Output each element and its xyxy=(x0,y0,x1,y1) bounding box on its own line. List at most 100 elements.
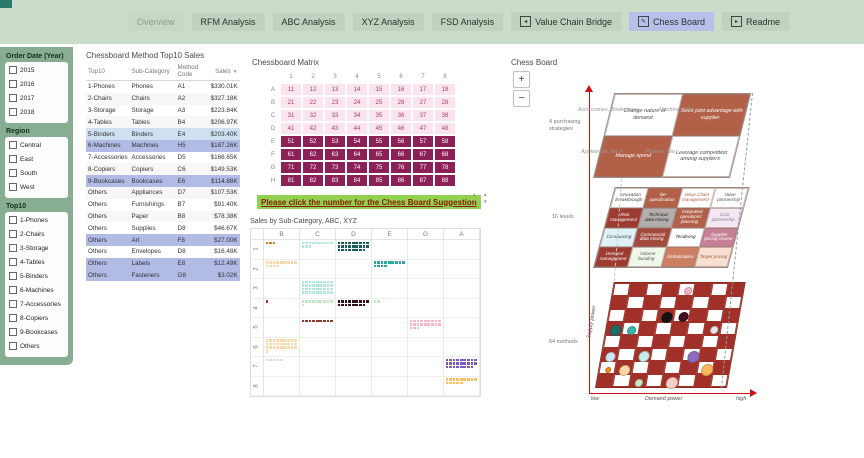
col-header-method-code[interactable]: Method Code xyxy=(175,62,202,81)
dot-cell-e-3[interactable] xyxy=(372,279,408,299)
dot-cell-c-6[interactable] xyxy=(300,337,336,357)
matrix-cell-63[interactable]: 63 xyxy=(324,148,346,161)
dot-cell-g-2[interactable] xyxy=(408,259,444,279)
dot-cell-e-2[interactable] xyxy=(372,259,408,279)
dot-cell-a-7[interactable] xyxy=(444,357,480,377)
table-row[interactable]: 6-Machines Machines H5 $187.26K xyxy=(86,139,240,152)
table-row[interactable]: 1-Phones Phones A1 $330.01K xyxy=(86,81,240,93)
matrix-cell-53[interactable]: 53 xyxy=(324,135,346,148)
matrix-cell-48[interactable]: 48 xyxy=(434,122,456,135)
tab-readme[interactable]: ▸ Readme xyxy=(722,12,790,31)
matrix-cell-85[interactable]: 85 xyxy=(368,174,390,187)
dot-cell-b-2[interactable] xyxy=(264,259,300,279)
spinner-down-icon[interactable]: ▼ xyxy=(472,198,477,204)
filter-checkbox-3-storage[interactable]: 3-Storage xyxy=(9,244,65,252)
matrix-cell-21[interactable]: 21 xyxy=(280,96,302,109)
dot-cell-a-8[interactable] xyxy=(444,376,480,396)
dot-cell-e-5[interactable] xyxy=(372,318,408,338)
matrix-cell-28[interactable]: 28 xyxy=(434,96,456,109)
spinner-up-icon[interactable]: ▲ xyxy=(483,192,488,197)
tab-overview[interactable]: Overview xyxy=(128,12,184,31)
tab-fsd-analysis[interactable]: FSD Analysis xyxy=(431,12,504,31)
dot-cell-g-7[interactable] xyxy=(408,357,444,377)
table-row[interactable]: Others Envelopes D8 $16.48K xyxy=(86,246,240,258)
matrix-cell-46[interactable]: 46 xyxy=(390,122,412,135)
matrix-cell-25[interactable]: 25 xyxy=(368,96,390,109)
matrix-cell-71[interactable]: 71 xyxy=(280,161,302,174)
dot-cell-a-3[interactable] xyxy=(444,279,480,299)
dot-cell-c-5[interactable] xyxy=(300,318,336,338)
matrix-cell-64[interactable]: 64 xyxy=(346,148,368,161)
filter-checkbox-2018[interactable]: 2018 xyxy=(9,108,65,116)
matrix-cell-54[interactable]: 54 xyxy=(346,135,368,148)
filter-checkbox-4-tables[interactable]: 4-Tables xyxy=(9,258,65,266)
matrix-cell-16[interactable]: 16 xyxy=(390,83,412,96)
dot-cell-b-6[interactable] xyxy=(264,337,300,357)
filter-checkbox-south[interactable]: South xyxy=(9,169,65,177)
tab-xyz-analysis[interactable]: XYZ Analysis xyxy=(352,12,424,31)
matrix-cell-65[interactable]: 65 xyxy=(368,148,390,161)
dot-cell-g-5[interactable] xyxy=(408,318,444,338)
matrix-cell-61[interactable]: 61 xyxy=(280,148,302,161)
dot-cell-e-6[interactable] xyxy=(372,337,408,357)
table-row[interactable]: Others Labels E8 $12.49K xyxy=(86,257,240,270)
table-row[interactable]: 5-Binders Binders E4 $203.40K xyxy=(86,128,240,140)
matrix-cell-73[interactable]: 73 xyxy=(324,161,346,174)
spinner-up-icon[interactable]: ▲ xyxy=(472,192,477,197)
matrix-cell-24[interactable]: 24 xyxy=(346,96,368,109)
matrix-cell-23[interactable]: 23 xyxy=(324,96,346,109)
filter-checkbox-2-chairs[interactable]: 2-Chairs xyxy=(9,230,65,238)
dot-cell-e-1[interactable] xyxy=(372,240,408,260)
dot-cell-d-5[interactable] xyxy=(336,318,372,338)
filter-checkbox-east[interactable]: East xyxy=(9,155,65,163)
matrix-cell-34[interactable]: 34 xyxy=(346,109,368,122)
dot-cell-g-6[interactable] xyxy=(408,337,444,357)
matrix-cell-12[interactable]: 12 xyxy=(302,83,324,96)
dot-cell-e-4[interactable] xyxy=(372,298,408,318)
matrix-cell-32[interactable]: 32 xyxy=(302,109,324,122)
dot-cell-c-1[interactable] xyxy=(300,240,336,260)
matrix-cell-26[interactable]: 26 xyxy=(390,96,412,109)
matrix-cell-38[interactable]: 38 xyxy=(434,109,456,122)
matrix-cell-62[interactable]: 62 xyxy=(302,148,324,161)
filter-checkbox-1-phones[interactable]: 1-Phones xyxy=(9,216,65,224)
matrix-cell-33[interactable]: 33 xyxy=(324,109,346,122)
filter-checkbox-8-copiers[interactable]: 8-Copiers xyxy=(9,314,65,322)
dot-cell-g-8[interactable] xyxy=(408,376,444,396)
matrix-cell-77[interactable]: 77 xyxy=(412,161,434,174)
dot-cell-d-1[interactable] xyxy=(336,240,372,260)
table-row[interactable]: Others Fasteners G8 $3.02K xyxy=(86,269,240,282)
matrix-cell-55[interactable]: 55 xyxy=(368,135,390,148)
col-header-top10[interactable]: Top10 xyxy=(86,62,130,81)
matrix-cell-18[interactable]: 18 xyxy=(434,83,456,96)
spinner-down-icon[interactable]: ▼ xyxy=(483,198,488,204)
zoom-in-button[interactable]: + xyxy=(513,71,530,88)
dot-cell-c-3[interactable] xyxy=(300,279,336,299)
dot-cell-g-1[interactable] xyxy=(408,240,444,260)
dot-cell-a-5[interactable] xyxy=(444,318,480,338)
filter-checkbox-7-accessories[interactable]: 7-Accessories xyxy=(9,300,65,308)
filter-checkbox-5-binders[interactable]: 5-Binders xyxy=(9,272,65,280)
matrix-cell-57[interactable]: 57 xyxy=(412,135,434,148)
matrix-cell-74[interactable]: 74 xyxy=(346,161,368,174)
dot-cell-d-7[interactable] xyxy=(336,357,372,377)
matrix-cell-47[interactable]: 47 xyxy=(412,122,434,135)
matrix-cell-11[interactable]: 11 xyxy=(280,83,302,96)
matrix-cell-86[interactable]: 86 xyxy=(390,174,412,187)
matrix-cell-44[interactable]: 44 xyxy=(346,122,368,135)
matrix-cell-14[interactable]: 14 xyxy=(346,83,368,96)
tab-value-chain-bridge[interactable]: ◂ Value Chain Bridge xyxy=(511,12,622,31)
dot-cell-e-7[interactable] xyxy=(372,357,408,377)
table-row[interactable]: 9-Bookcases Bookcases E6 $114.88K xyxy=(86,175,240,188)
matrix-cell-45[interactable]: 45 xyxy=(368,122,390,135)
dot-cell-a-6[interactable] xyxy=(444,337,480,357)
table-row[interactable]: 2-Chairs Chairs A2 $327.18K xyxy=(86,92,240,105)
matrix-cell-41[interactable]: 41 xyxy=(280,122,302,135)
dot-cell-b-8[interactable] xyxy=(264,376,300,396)
matrix-cell-13[interactable]: 13 xyxy=(324,83,346,96)
matrix-cell-51[interactable]: 51 xyxy=(280,135,302,148)
matrix-cell-36[interactable]: 36 xyxy=(390,109,412,122)
matrix-cell-15[interactable]: 15 xyxy=(368,83,390,96)
table-row[interactable]: 3-Storage Storage A3 $223.84K xyxy=(86,105,240,117)
col-header-sales[interactable]: Sales ▼ xyxy=(201,62,240,81)
